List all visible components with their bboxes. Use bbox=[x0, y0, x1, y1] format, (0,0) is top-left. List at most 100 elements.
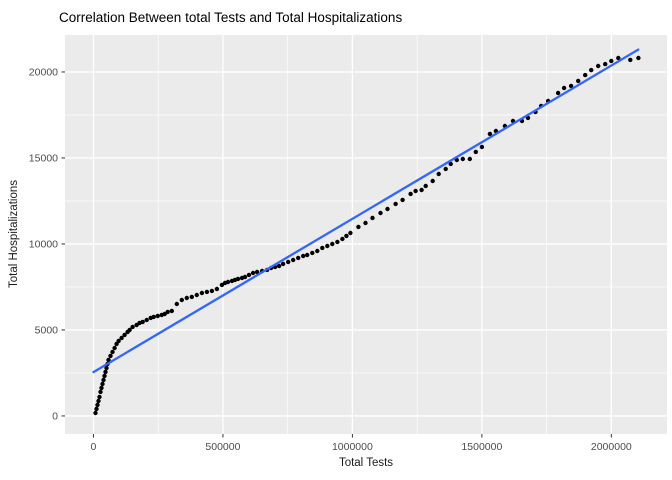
data-point bbox=[130, 324, 135, 330]
data-point bbox=[155, 313, 160, 319]
data-point bbox=[330, 241, 335, 247]
data-point bbox=[110, 349, 115, 355]
data-point bbox=[460, 156, 465, 162]
x-tick-label: 1000000 bbox=[332, 441, 373, 453]
data-point bbox=[436, 171, 441, 177]
data-point bbox=[370, 215, 375, 221]
data-point bbox=[99, 385, 104, 391]
data-point bbox=[596, 63, 601, 69]
y-axis-title: Total Hospitalizations bbox=[8, 180, 20, 288]
data-point bbox=[179, 297, 184, 303]
data-point bbox=[555, 90, 561, 96]
data-point bbox=[335, 239, 340, 245]
data-point bbox=[95, 402, 100, 408]
data-point bbox=[568, 83, 574, 89]
data-point bbox=[100, 381, 105, 387]
data-point bbox=[174, 301, 179, 307]
data-point bbox=[473, 149, 478, 155]
data-point bbox=[325, 243, 330, 249]
data-point bbox=[235, 276, 241, 282]
data-point bbox=[194, 292, 199, 298]
data-point bbox=[636, 55, 641, 61]
data-point bbox=[423, 183, 428, 189]
data-point bbox=[576, 78, 581, 84]
data-point bbox=[385, 206, 390, 212]
data-point bbox=[561, 85, 567, 91]
data-point bbox=[140, 319, 145, 325]
data-point bbox=[340, 236, 345, 242]
data-point bbox=[400, 197, 405, 203]
data-point bbox=[320, 245, 325, 251]
chart-title: Correlation Between total Tests and Tota… bbox=[59, 10, 402, 25]
data-point bbox=[408, 191, 413, 197]
data-point bbox=[301, 253, 306, 259]
data-point bbox=[467, 156, 472, 162]
data-point bbox=[127, 327, 132, 333]
data-point bbox=[104, 365, 109, 371]
data-point bbox=[280, 261, 286, 267]
data-point bbox=[93, 410, 98, 416]
data-point bbox=[165, 309, 170, 315]
data-point bbox=[225, 279, 231, 285]
axis-tick-marks bbox=[61, 71, 612, 438]
data-point bbox=[286, 259, 291, 265]
data-point bbox=[97, 394, 102, 400]
data-point bbox=[609, 58, 614, 64]
data-point bbox=[151, 314, 156, 320]
data-point bbox=[112, 345, 117, 351]
data-point bbox=[419, 187, 424, 193]
data-point bbox=[189, 294, 194, 300]
data-point bbox=[430, 178, 435, 184]
data-point bbox=[583, 72, 588, 78]
panel-background bbox=[65, 35, 667, 434]
data-point bbox=[356, 224, 361, 230]
data-point bbox=[344, 233, 349, 239]
data-point bbox=[291, 257, 296, 263]
data-point bbox=[363, 220, 368, 226]
y-tick-label: 15000 bbox=[29, 152, 58, 164]
data-point bbox=[116, 338, 121, 344]
data-point bbox=[296, 255, 301, 261]
data-point bbox=[603, 61, 608, 67]
data-point bbox=[94, 406, 99, 412]
data-point bbox=[479, 144, 485, 150]
data-point bbox=[413, 188, 418, 194]
y-tick-label: 10000 bbox=[29, 238, 58, 250]
data-point bbox=[276, 263, 282, 269]
data-point bbox=[487, 131, 493, 137]
data-point bbox=[305, 252, 310, 258]
data-point bbox=[378, 210, 383, 216]
x-tick-label: 2000000 bbox=[591, 441, 632, 453]
scatter-points bbox=[93, 55, 641, 416]
data-point bbox=[254, 269, 260, 275]
data-point bbox=[246, 272, 252, 278]
data-point bbox=[628, 57, 633, 63]
data-point bbox=[101, 377, 106, 383]
data-point bbox=[103, 369, 108, 375]
data-point bbox=[250, 270, 256, 276]
data-point bbox=[102, 373, 107, 379]
data-point bbox=[209, 288, 215, 294]
data-point bbox=[144, 317, 149, 323]
data-point bbox=[214, 286, 220, 292]
data-point bbox=[122, 332, 127, 338]
data-point bbox=[348, 230, 353, 236]
y-tick-label: 20000 bbox=[29, 66, 58, 78]
x-tick-label: 1500000 bbox=[461, 441, 502, 453]
data-point bbox=[184, 295, 189, 301]
data-point bbox=[443, 166, 448, 172]
axis-tick-labels: 0 500000 1000000 1500000 2000000 0 5000 10000 15… bbox=[29, 66, 632, 453]
y-tick-label: 5000 bbox=[35, 324, 59, 336]
data-point bbox=[393, 201, 398, 207]
data-point bbox=[315, 248, 320, 254]
y-tick-label: 0 bbox=[52, 410, 58, 422]
data-point bbox=[108, 353, 113, 359]
x-tick-label: 0 bbox=[91, 441, 97, 453]
data-point bbox=[589, 67, 594, 73]
x-axis-title: Total Tests bbox=[339, 457, 393, 469]
data-point bbox=[448, 161, 453, 167]
data-point bbox=[119, 335, 124, 341]
trend-line-layer bbox=[92, 48, 640, 374]
